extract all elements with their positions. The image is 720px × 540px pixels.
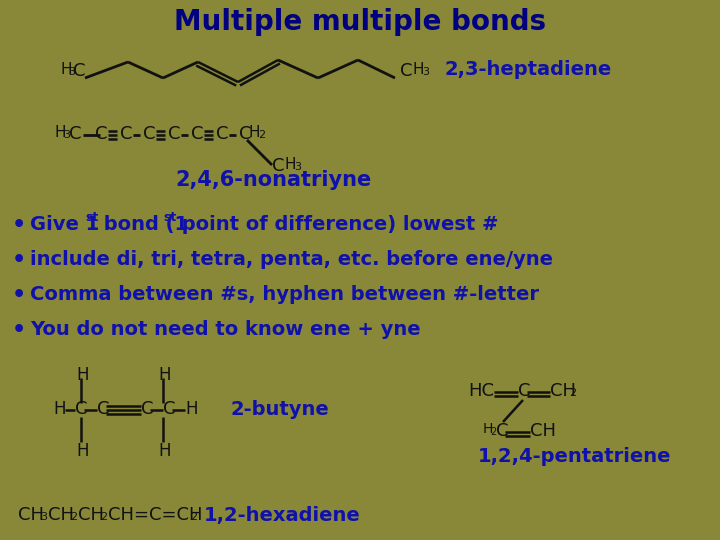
Text: 1,2-hexadiene: 1,2-hexadiene	[204, 506, 361, 525]
Text: •: •	[12, 215, 26, 235]
Text: H: H	[483, 422, 493, 436]
Text: 2: 2	[490, 427, 496, 437]
Text: C: C	[496, 422, 508, 440]
Text: bond (1: bond (1	[97, 215, 188, 234]
Text: H: H	[249, 125, 261, 140]
Text: •: •	[12, 250, 26, 270]
Text: •: •	[12, 320, 26, 340]
Text: Comma between #s, hyphen between #-letter: Comma between #s, hyphen between #-lette…	[30, 285, 539, 304]
Text: C: C	[163, 400, 176, 418]
Text: CH: CH	[530, 422, 556, 440]
Text: point of difference) lowest #: point of difference) lowest #	[175, 215, 498, 234]
Text: 2,4,6-nonatriyne: 2,4,6-nonatriyne	[175, 170, 372, 190]
Text: H: H	[285, 157, 297, 172]
Text: CH=C=CH: CH=C=CH	[108, 506, 202, 524]
Text: H: H	[53, 400, 66, 418]
Text: st: st	[163, 211, 176, 224]
Text: H: H	[76, 366, 89, 384]
Text: 2,3-heptadiene: 2,3-heptadiene	[445, 60, 612, 79]
Text: C: C	[95, 125, 107, 143]
Text: C: C	[141, 400, 153, 418]
Text: 3: 3	[422, 67, 429, 77]
Text: C: C	[69, 125, 81, 143]
Text: 2: 2	[70, 512, 77, 522]
Text: C: C	[75, 400, 88, 418]
Text: 3: 3	[63, 130, 70, 140]
Text: C: C	[73, 62, 86, 80]
Text: CH: CH	[48, 506, 74, 524]
Text: Multiple multiple bonds: Multiple multiple bonds	[174, 8, 546, 36]
Text: H: H	[413, 62, 425, 77]
Text: C: C	[400, 62, 413, 80]
Text: C: C	[216, 125, 228, 143]
Text: C: C	[97, 400, 109, 418]
Text: H: H	[158, 442, 171, 460]
Text: 3: 3	[40, 512, 47, 522]
Text: H: H	[76, 442, 89, 460]
Text: H: H	[60, 62, 71, 77]
Text: 3: 3	[68, 67, 75, 77]
Text: C: C	[168, 125, 181, 143]
Text: Give 1: Give 1	[30, 215, 99, 234]
Text: C: C	[191, 125, 204, 143]
Text: H: H	[185, 400, 197, 418]
Text: CH: CH	[78, 506, 104, 524]
Text: 2: 2	[100, 512, 107, 522]
Text: C: C	[272, 157, 284, 175]
Text: You do not need to know ene + yne: You do not need to know ene + yne	[30, 320, 420, 339]
Text: C: C	[518, 382, 531, 400]
Text: include di, tri, tetra, penta, etc. before ene/yne: include di, tri, tetra, penta, etc. befo…	[30, 250, 553, 269]
Text: 2: 2	[258, 130, 265, 140]
Text: 2-butyne: 2-butyne	[230, 400, 329, 419]
Text: 1,2,4-pentatriene: 1,2,4-pentatriene	[478, 447, 672, 466]
Text: C: C	[120, 125, 132, 143]
Text: 2: 2	[569, 388, 576, 398]
Text: CH: CH	[18, 506, 44, 524]
Text: HC: HC	[468, 382, 494, 400]
Text: CH: CH	[550, 382, 576, 400]
Text: st: st	[85, 211, 98, 224]
Text: 3: 3	[294, 162, 301, 172]
Text: 2: 2	[190, 512, 197, 522]
Text: •: •	[12, 285, 26, 305]
Text: C: C	[143, 125, 156, 143]
Text: H: H	[158, 366, 171, 384]
Text: C: C	[239, 125, 251, 143]
Text: H: H	[55, 125, 66, 140]
